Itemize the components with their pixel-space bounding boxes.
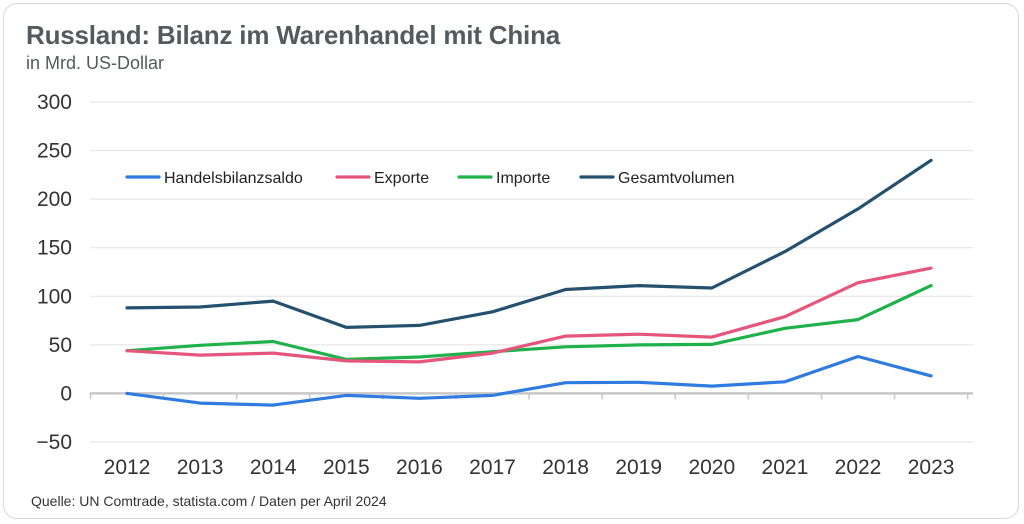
gridlines bbox=[89, 101, 973, 443]
legend-label: Exporte bbox=[374, 170, 429, 187]
series-line-handelsbilanzsaldo bbox=[125, 354, 933, 407]
y-tick-label: 50 bbox=[49, 334, 72, 357]
x-tick-label: 2018 bbox=[542, 456, 589, 479]
legend-label: Gesamtvolumen bbox=[618, 170, 735, 187]
legend: Handelsbilanzsaldo Exporte Importe Gesamtvo… bbox=[125, 170, 735, 187]
x-tick-label: 2016 bbox=[396, 456, 443, 479]
series-line-importe bbox=[125, 284, 933, 361]
x-tick-label: 2012 bbox=[104, 456, 151, 479]
x-tick-label: 2019 bbox=[615, 456, 662, 479]
chart-subtitle: in Mrd. US-Dollar bbox=[26, 53, 165, 73]
source-note: Quelle: UN Comtrade, statista.com / Date… bbox=[31, 493, 387, 509]
y-tick-label: 0 bbox=[60, 382, 72, 405]
legend-label: Importe bbox=[496, 170, 550, 187]
chart-title: Russland: Bilanz im Warenhandel mit Chin… bbox=[26, 20, 561, 50]
x-tick-label: 2023 bbox=[908, 456, 955, 479]
y-tick-label: 300 bbox=[37, 91, 72, 114]
y-tick-label: 100 bbox=[37, 285, 72, 308]
x-tick-label: 2021 bbox=[762, 456, 809, 479]
x-tick-label: 2014 bbox=[250, 456, 297, 479]
x-tick-label: 2022 bbox=[835, 456, 882, 479]
y-tick-label: −50 bbox=[36, 431, 72, 454]
y-tick-label: 150 bbox=[37, 237, 72, 260]
x-tick-label: 2020 bbox=[688, 456, 735, 479]
x-tick-label: 2013 bbox=[177, 456, 224, 479]
series-line-gesamtvolumen bbox=[125, 158, 933, 329]
y-tick-label: 250 bbox=[37, 140, 72, 163]
x-axis-ticks: 2012 2013 2014 2015 2016 2017 2018 2019 2020 2021… bbox=[104, 456, 955, 479]
series-lines bbox=[125, 158, 933, 407]
chart-card bbox=[3, 3, 1019, 519]
x-tick-label: 2015 bbox=[323, 456, 370, 479]
legend-label: Handelsbilanzsaldo bbox=[164, 170, 303, 187]
series-line-exporte bbox=[125, 266, 933, 364]
y-axis-ticks: −50 0 50 100 150 200 250 300 bbox=[36, 91, 72, 454]
y-tick-label: 200 bbox=[37, 188, 72, 211]
x-tick-label: 2017 bbox=[469, 456, 516, 479]
